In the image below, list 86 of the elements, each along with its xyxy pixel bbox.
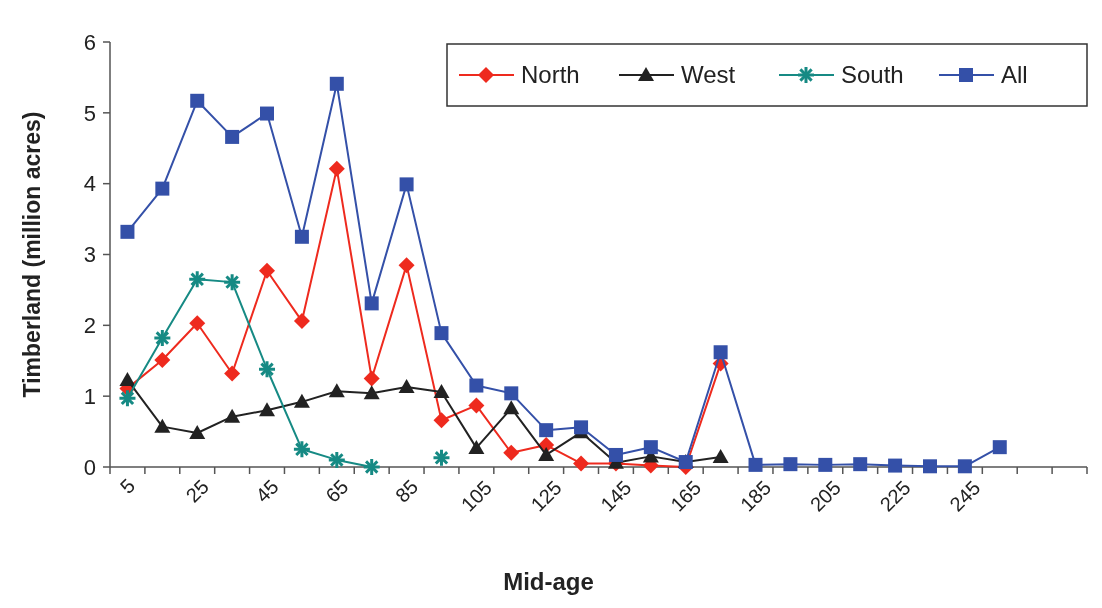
y-tick-label: 2 (83, 313, 96, 339)
point (328, 383, 345, 398)
point (225, 129, 240, 144)
x-tick-label: 145 (596, 476, 636, 516)
point (259, 402, 276, 417)
point (468, 439, 485, 454)
point (224, 274, 241, 291)
point (888, 458, 903, 473)
x-tick-label: 85 (390, 475, 423, 507)
x-tick-label: 245 (945, 476, 985, 516)
point (434, 326, 449, 341)
point (119, 390, 136, 407)
point (224, 408, 241, 423)
point (364, 296, 379, 311)
x-tick-label: 65 (321, 475, 353, 507)
point (433, 383, 450, 398)
point (818, 457, 833, 472)
point (398, 378, 415, 393)
point (259, 262, 276, 279)
point (294, 229, 309, 244)
point (992, 440, 1007, 455)
point (329, 76, 344, 91)
point (538, 446, 555, 461)
legend-label: West (681, 61, 736, 89)
y-axis-title: Timberland (million acres) (19, 111, 45, 398)
point (224, 365, 241, 382)
x-tick-label: 105 (456, 476, 496, 516)
point (748, 457, 763, 472)
point (713, 345, 728, 360)
point (608, 447, 623, 462)
point (190, 93, 205, 108)
point (957, 459, 972, 474)
point (189, 271, 206, 288)
point (259, 361, 276, 378)
legend-label: South (841, 61, 904, 89)
x-tick-label: 185 (735, 476, 776, 516)
legend-label: All (1001, 61, 1028, 89)
point (399, 177, 414, 192)
y-tick-label: 6 (83, 29, 96, 55)
point (433, 412, 450, 429)
point (154, 352, 171, 369)
point (119, 371, 136, 386)
point (643, 440, 658, 455)
point (363, 370, 380, 387)
x-tick-label: 205 (805, 476, 845, 516)
point (189, 425, 206, 439)
point (120, 224, 135, 239)
point (433, 449, 450, 466)
point (328, 160, 345, 177)
x-tick-label: 125 (526, 476, 566, 516)
point (260, 106, 275, 121)
point (503, 444, 520, 461)
point (154, 330, 171, 347)
point (328, 451, 345, 468)
point (468, 397, 485, 414)
x-tick-label: 5 (115, 474, 140, 498)
point (573, 455, 590, 472)
y-tick-label: 4 (83, 171, 96, 197)
y-tick-label: 1 (83, 383, 96, 409)
point (363, 385, 380, 400)
x-tick-label: 25 (181, 475, 213, 507)
point (503, 400, 520, 415)
legend-label: North (521, 61, 580, 89)
point (469, 378, 484, 393)
point (853, 457, 868, 472)
point (293, 313, 310, 330)
y-tick-label: 3 (83, 242, 96, 268)
x-tick-label: 45 (251, 475, 283, 507)
point (293, 441, 310, 458)
x-tick-label: 225 (875, 476, 915, 516)
point (574, 420, 589, 435)
y-tick-label: 5 (83, 100, 96, 126)
point (155, 181, 170, 196)
x-tick-label: 165 (666, 476, 706, 516)
point (922, 459, 937, 474)
y-tick-label: 0 (83, 454, 96, 480)
point (783, 457, 798, 472)
point (189, 315, 206, 332)
point (539, 423, 554, 438)
point (154, 418, 171, 433)
point (712, 449, 729, 464)
point (363, 459, 380, 475)
point (504, 386, 519, 401)
x-axis-title: Mid-age (503, 568, 594, 595)
point (398, 257, 415, 274)
point (293, 393, 310, 408)
